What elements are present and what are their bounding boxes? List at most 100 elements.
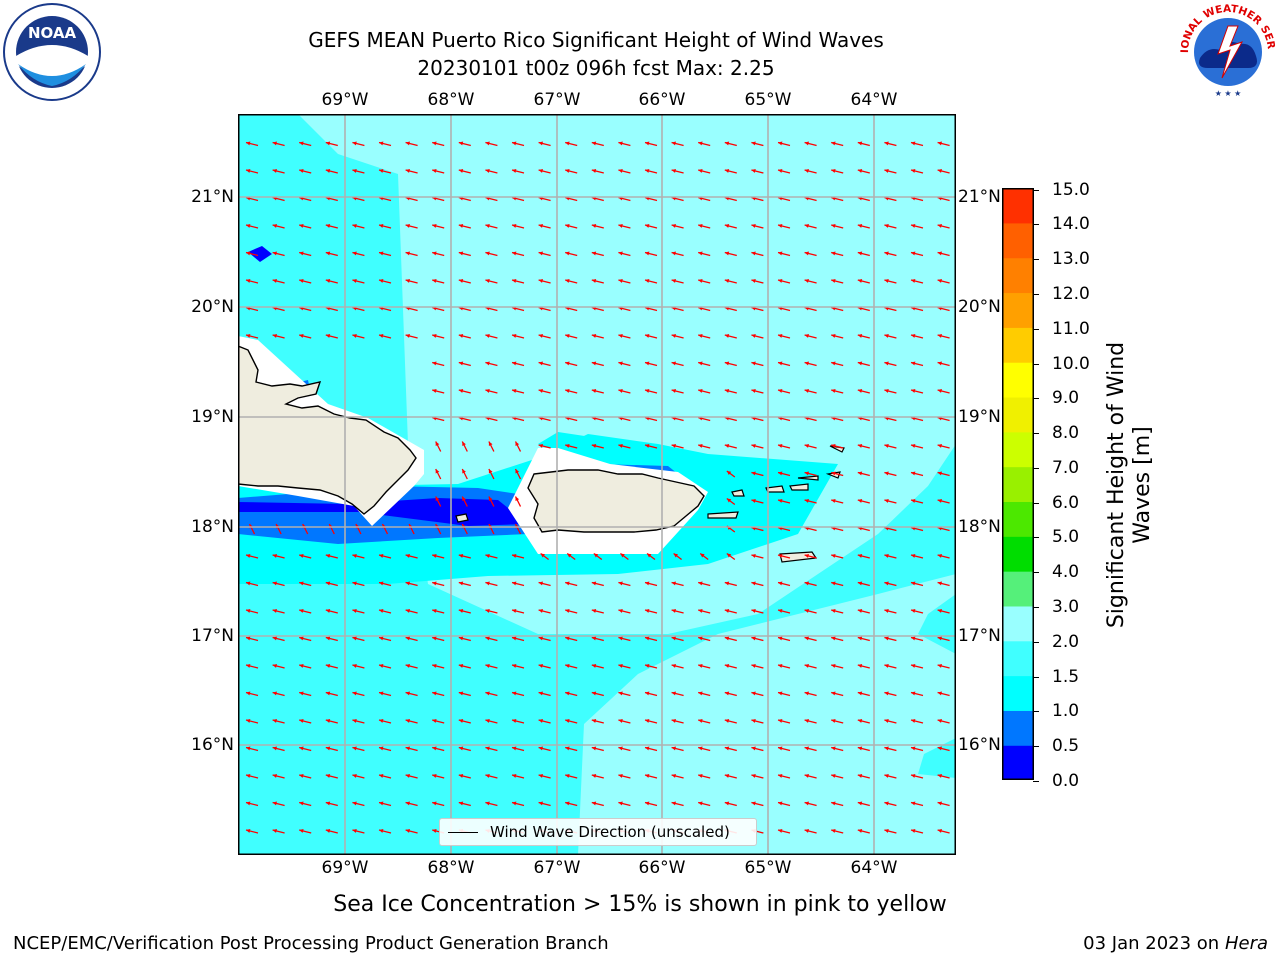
- wave-direction-arrow: [591, 334, 604, 339]
- wave-direction-arrow: [432, 224, 445, 229]
- wave-direction-arrow: [378, 224, 392, 229]
- wave-direction-arrow: [299, 829, 312, 834]
- wave-direction-arrow: [644, 279, 658, 284]
- wave-direction-arrow: [538, 801, 551, 807]
- wave-direction-arrow: [511, 636, 525, 642]
- wave-direction-arrow: [485, 141, 498, 147]
- wave-direction-arrow: [514, 468, 522, 480]
- wave-direction-arrow: [884, 691, 897, 697]
- wave-direction-arrow: [538, 389, 551, 394]
- wave-direction-arrow: [724, 279, 737, 284]
- wave-direction-arrow: [272, 719, 285, 724]
- wave-direction-arrow: [458, 609, 471, 614]
- wave-direction-arrow: [751, 609, 764, 614]
- wave-direction-arrow: [910, 471, 924, 477]
- lon-tick-bottom: 69°W: [321, 858, 369, 878]
- wave-direction-arrow: [272, 141, 285, 147]
- colorbar-tick: 13.0: [1052, 249, 1090, 269]
- chart-title: GEFS MEAN Puerto Rico Significant Height…: [308, 28, 884, 52]
- wave-direction-arrow: [565, 251, 578, 257]
- wave-direction-arrow: [777, 664, 791, 669]
- wave-direction-arrow: [299, 801, 312, 807]
- wave-direction-arrow: [299, 609, 312, 614]
- wave-direction-arrow: [804, 636, 817, 642]
- wave-direction-arrow: [538, 691, 551, 697]
- wave-direction-arrow: [511, 774, 525, 779]
- wave-direction-arrow: [435, 496, 442, 507]
- wave-field-east-patch: [924, 494, 956, 524]
- wave-direction-arrow: [538, 279, 551, 284]
- wave-direction-arrow: [751, 774, 764, 779]
- wave-direction-arrow: [432, 746, 445, 752]
- lon-tick-top: 66°W: [638, 90, 686, 110]
- wave-direction-arrow: [299, 169, 312, 174]
- wave-direction-arrow: [646, 552, 656, 561]
- wave-direction-arrow: [937, 719, 950, 724]
- wave-direction-arrow: [245, 581, 259, 587]
- wave-direction-arrow: [272, 169, 285, 174]
- wave-direction-arrow: [644, 719, 658, 724]
- wave-direction-arrow: [272, 279, 285, 284]
- wave-direction-arrow: [618, 691, 631, 697]
- wave-direction-arrow: [405, 334, 418, 339]
- lat-tick-right: 17°N: [958, 626, 1001, 646]
- wave-direction-arrow: [272, 334, 285, 339]
- wave-direction-arrow: [698, 774, 711, 779]
- wave-direction-arrow: [378, 719, 392, 724]
- wave-direction-arrow: [378, 746, 392, 752]
- wave-direction-arrow: [910, 636, 924, 642]
- wave-direction-arrow: [352, 169, 365, 174]
- wave-direction-arrow: [299, 334, 312, 339]
- wave-direction-arrow: [804, 801, 817, 807]
- wave-direction-arrow: [591, 224, 604, 229]
- wave-direction-arrow: [804, 719, 817, 724]
- wave-direction-arrow: [831, 499, 844, 504]
- wave-direction-arrow: [698, 444, 711, 449]
- wave-direction-arrow: [777, 279, 791, 284]
- wave-direction-arrow: [724, 664, 737, 669]
- wave-direction-arrow: [538, 141, 551, 147]
- wave-direction-arrow: [378, 554, 392, 559]
- lat-tick-right: 16°N: [958, 735, 1001, 755]
- colorbar-tick: 1.5: [1052, 667, 1080, 687]
- wave-direction-arrow: [591, 719, 604, 724]
- wave-direction-arrow: [245, 224, 259, 229]
- wave-direction-arrow: [644, 746, 658, 752]
- wave-direction-arrow: [937, 581, 950, 587]
- wave-direction-arrow: [698, 361, 711, 367]
- wave-direction-arrow: [485, 774, 498, 779]
- wave-direction-arrow: [937, 499, 950, 504]
- wave-direction-arrow: [724, 389, 737, 394]
- wave-direction-arrow: [777, 746, 791, 752]
- wave-direction-arrow: [831, 334, 844, 339]
- wave-direction-arrow: [884, 581, 897, 587]
- wave-direction-arrow: [458, 389, 471, 394]
- wave-direction-arrow: [618, 169, 631, 174]
- wave-direction-arrow: [937, 664, 950, 669]
- wave-direction-arrow: [618, 279, 631, 284]
- wave-direction-arrow: [511, 169, 525, 174]
- wave-direction-arrow: [538, 169, 551, 174]
- wave-direction-arrow: [245, 609, 259, 614]
- wave-direction-arrow: [458, 719, 471, 724]
- wave-direction-arrow: [488, 441, 495, 452]
- wave-direction-arrow: [831, 719, 844, 724]
- colorbar-cell: [1002, 710, 1034, 746]
- wave-direction-arrow: [777, 169, 791, 174]
- wave-direction-arrow: [910, 224, 924, 229]
- wave-direction-arrow: [565, 801, 578, 807]
- wave-direction-arrow: [565, 279, 578, 284]
- colorbar-tick: 10.0: [1052, 354, 1090, 374]
- lat-tick-right: 19°N: [958, 407, 1001, 427]
- wave-direction-arrow: [352, 691, 365, 697]
- wave-direction-arrow: [698, 719, 711, 724]
- wave-direction-arrow: [432, 141, 445, 147]
- wave-direction-arrow: [565, 581, 578, 587]
- wave-direction-arrow: [644, 141, 658, 147]
- wave-direction-arrow: [804, 279, 817, 284]
- wave-direction-arrow: [724, 334, 737, 339]
- wave-direction-arrow: [432, 636, 445, 642]
- wave-direction-arrow: [458, 224, 471, 229]
- wind-wave-arrows: [245, 141, 950, 834]
- wave-direction-arrow: [325, 169, 338, 174]
